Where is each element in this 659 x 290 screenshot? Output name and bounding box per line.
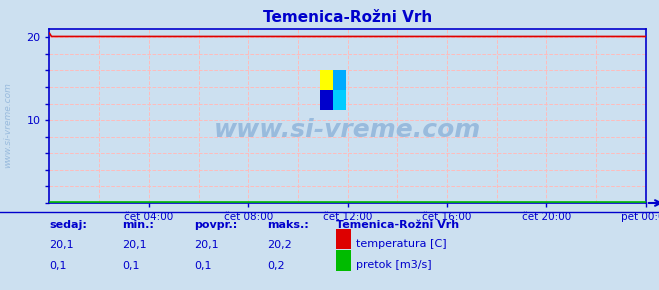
Text: sedaj:: sedaj: <box>49 220 87 230</box>
Text: 20,2: 20,2 <box>267 240 292 250</box>
Bar <box>333 90 346 110</box>
Bar <box>320 90 346 110</box>
Text: min.:: min.: <box>122 220 154 230</box>
Text: temperatura [C]: temperatura [C] <box>356 239 447 249</box>
Bar <box>333 70 346 90</box>
Text: pretok [m3/s]: pretok [m3/s] <box>356 260 432 270</box>
Bar <box>320 70 333 90</box>
Text: 20,1: 20,1 <box>194 240 219 250</box>
Text: 0,1: 0,1 <box>194 261 212 271</box>
Text: 0,2: 0,2 <box>267 261 285 271</box>
Text: Temenica-Rožni Vrh: Temenica-Rožni Vrh <box>336 220 459 230</box>
Text: 20,1: 20,1 <box>122 240 146 250</box>
Text: 0,1: 0,1 <box>122 261 140 271</box>
Text: www.si-vreme.com: www.si-vreme.com <box>3 82 13 168</box>
Text: 0,1: 0,1 <box>49 261 67 271</box>
Text: www.si-vreme.com: www.si-vreme.com <box>214 118 481 142</box>
Text: povpr.:: povpr.: <box>194 220 238 230</box>
Text: 20,1: 20,1 <box>49 240 74 250</box>
Text: maks.:: maks.: <box>267 220 308 230</box>
Title: Temenica-Rožni Vrh: Temenica-Rožni Vrh <box>263 10 432 25</box>
